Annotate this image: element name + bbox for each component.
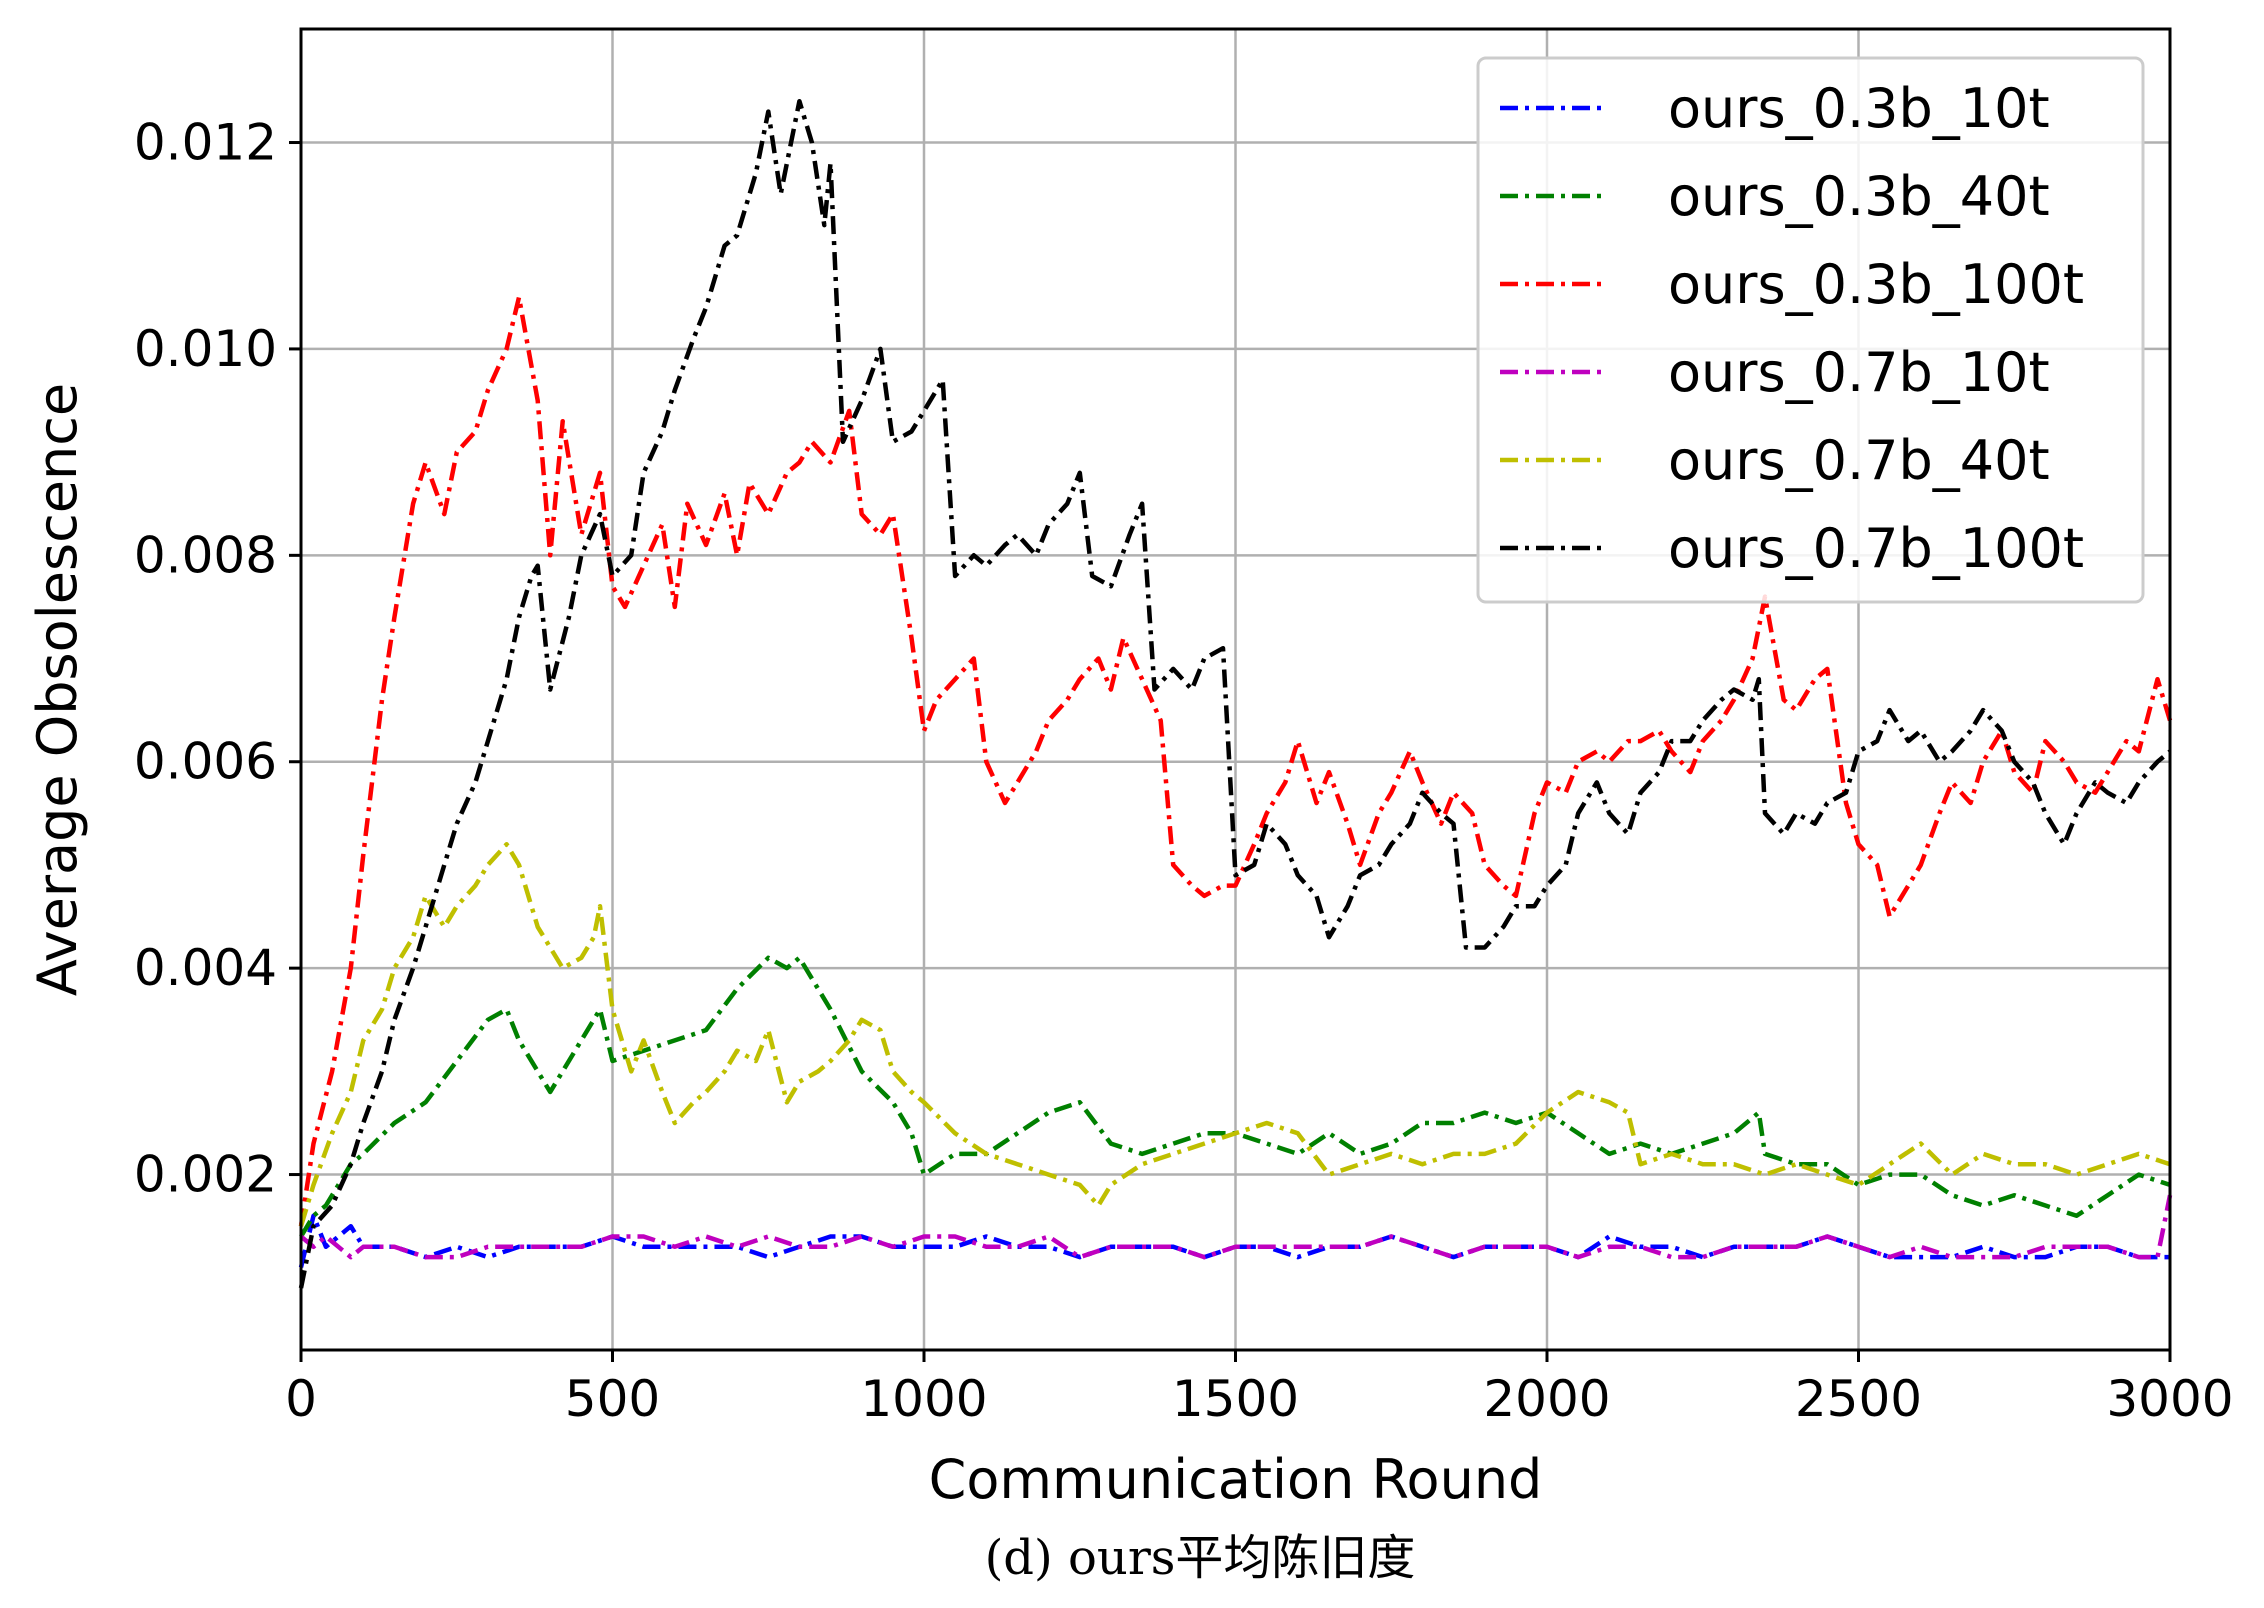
x-tick-label: 0 (285, 1370, 317, 1428)
legend-label: ours_0.7b_10t (1668, 341, 2050, 404)
series-line-ours_0.7b_10t (299, 1194, 2173, 1260)
y-tick-label: 0.006 (134, 733, 277, 791)
legend-label: ours_0.3b_40t (1668, 165, 2050, 228)
legend-item: ours_0.3b_40t (1500, 165, 2050, 228)
legend-label: ours_0.7b_100t (1668, 517, 2084, 580)
y-tick-label: 0.002 (134, 1146, 277, 1204)
legend-item: ours_0.7b_40t (1500, 429, 2050, 492)
legend: ours_0.3b_10t ours_0.3b_40t ours_0.3b_100t… (1476, 56, 2145, 604)
legend-item: ours_0.3b_10t (1500, 77, 2050, 140)
series-line-ours_0.3b_40t (299, 955, 2171, 1238)
y-tick-label: 0.010 (134, 320, 277, 378)
legend-label: ours_0.7b_40t (1668, 429, 2050, 492)
legend-item: ours_0.3b_100t (1500, 253, 2084, 316)
series-line-ours_0.7b_100t (298, 98, 2172, 1289)
y-tick-label: 0.004 (134, 939, 277, 997)
x-axis-title: Communication Round (929, 1448, 1543, 1511)
x-tick-label: 500 (565, 1370, 660, 1428)
y-axis-title: Average Obsolescence (26, 383, 89, 996)
legend-label: ours_0.3b_10t (1668, 77, 2050, 140)
legend-item: ours_0.7b_10t (1500, 341, 2050, 404)
x-tick-label: 3000 (2106, 1370, 2233, 1428)
axis-ticks: 0 500 1000 1500 2000 2500 3000 0.002 0.004 0.006 0… (134, 114, 2234, 1428)
legend-label: ours_0.3b_100t (1668, 253, 2084, 316)
series-line-ours_0.3b_100t (298, 295, 2173, 1227)
x-tick-label: 2500 (1795, 1370, 1922, 1428)
figure-caption: (d) ours平均陈旧度 (985, 1530, 1416, 1586)
series-line-ours_0.7b_40t (298, 842, 2171, 1227)
legend-box (1476, 56, 2145, 604)
legend-item: ours_0.7b_100t (1500, 517, 2084, 580)
y-tick-label: 0.008 (134, 526, 277, 584)
x-tick-label: 2000 (1483, 1370, 1610, 1428)
y-tick-label: 0.012 (134, 114, 277, 172)
x-tick-label: 1500 (1172, 1370, 1299, 1428)
x-tick-label: 1000 (860, 1370, 987, 1428)
series-lines (298, 98, 2173, 1289)
